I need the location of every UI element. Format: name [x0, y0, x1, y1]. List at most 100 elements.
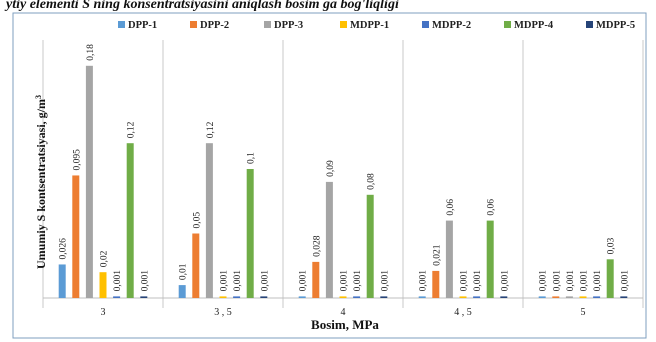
data-label: 0,001 — [299, 270, 309, 292]
bar — [473, 296, 481, 298]
x-tick-label: 3 , 5 — [214, 307, 232, 318]
bar — [500, 296, 508, 298]
legend-label: DPP-1 — [128, 20, 157, 31]
legend-swatch — [190, 21, 197, 28]
legend-label: MDPP-5 — [596, 20, 635, 31]
data-label: 0,001 — [340, 270, 350, 292]
bar — [565, 296, 573, 298]
bar — [113, 296, 121, 298]
bar — [325, 181, 333, 298]
bar — [339, 296, 347, 298]
data-label: 0,001 — [566, 270, 576, 292]
data-label: 0,001 — [353, 270, 363, 292]
legend-swatch — [586, 21, 593, 28]
data-label: 0,001 — [140, 270, 150, 292]
bar — [298, 296, 306, 298]
data-label: 0,001 — [260, 270, 270, 292]
bar — [192, 233, 200, 298]
x-axis-title: Bosim, MPa — [311, 317, 379, 332]
bar — [366, 194, 374, 298]
bar — [126, 143, 134, 298]
data-label: 0,028 — [312, 235, 322, 257]
data-label: 0,001 — [580, 270, 590, 292]
legend-label: MDPP-2 — [432, 20, 471, 31]
bar — [58, 264, 66, 298]
data-label: 0,001 — [473, 270, 483, 292]
bar — [380, 296, 388, 298]
data-label: 0,001 — [460, 270, 470, 292]
legend-swatch — [422, 21, 429, 28]
bar — [99, 272, 107, 298]
bar — [219, 296, 227, 298]
data-label: 0,021 — [432, 244, 442, 266]
data-label: 0,001 — [620, 270, 630, 292]
data-label: 0,05 — [192, 212, 202, 229]
data-label: 0,12 — [127, 121, 137, 138]
bar — [552, 296, 560, 298]
data-label: 0,001 — [500, 270, 510, 292]
bar — [246, 169, 254, 298]
bar — [140, 296, 148, 298]
data-label: 0,001 — [419, 270, 429, 292]
data-label: 0,12 — [206, 121, 216, 138]
data-label: 0,01 — [179, 263, 189, 280]
x-tick-label: 4 , 5 — [454, 307, 472, 318]
data-label: 0,001 — [113, 270, 123, 292]
x-tick-label: 3 — [101, 307, 106, 318]
bar — [579, 296, 587, 298]
data-label: 0,03 — [607, 237, 617, 254]
legend: DPP-1 DPP-2 DPP-3 MDPP-1 MDPP-2 MDPP-4 MDPP-5 — [118, 20, 635, 31]
y-axis-title: Umumiy S kontsentratsiyasi, g/m3 — [34, 95, 48, 269]
page-title-fragment: ytiy elementi S ning konsentratsiyasini … — [4, 0, 399, 12]
bar — [445, 220, 453, 298]
data-label: 0,001 — [380, 270, 390, 292]
x-tick-label: 5 — [581, 307, 586, 318]
data-label: 0,001 — [233, 270, 243, 292]
bar — [432, 270, 440, 298]
legend-swatch — [340, 21, 347, 28]
legend-label: DPP-2 — [200, 20, 229, 31]
data-label: 0,001 — [539, 270, 549, 292]
y-axis-title-superscript: 3 — [34, 95, 43, 99]
bar — [459, 296, 467, 298]
data-label: 0,06 — [446, 199, 456, 216]
bar — [72, 175, 80, 298]
bar — [233, 296, 241, 298]
bar — [85, 65, 93, 298]
data-label: 0,18 — [86, 44, 96, 61]
data-label: 0,06 — [487, 199, 497, 216]
bar — [312, 261, 320, 298]
chart-frame — [12, 12, 647, 339]
data-label: 0,02 — [100, 250, 110, 267]
data-label: 0,1 — [247, 152, 257, 164]
data-label: 0,09 — [326, 160, 336, 177]
bar — [205, 143, 213, 298]
bar — [178, 285, 186, 298]
data-label: 0,026 — [59, 238, 69, 260]
data-label: 0,08 — [367, 173, 377, 190]
bar — [538, 296, 546, 298]
bar — [593, 296, 601, 298]
legend-swatch — [264, 21, 271, 28]
x-tick-label: 4 — [341, 307, 346, 318]
bar — [486, 220, 494, 298]
page-title-text: ytiy elementi S ning konsentratsiyasini … — [4, 0, 399, 12]
legend-label: MDPP-4 — [514, 20, 554, 31]
data-label: 0,001 — [220, 270, 230, 292]
legend-label: MDPP-1 — [350, 20, 389, 31]
data-label: 0,001 — [593, 270, 603, 292]
bar — [620, 296, 628, 298]
bar — [418, 296, 426, 298]
data-label: 0,095 — [72, 149, 82, 171]
data-label: 0,001 — [552, 270, 562, 292]
bar — [606, 259, 614, 298]
legend-swatch — [118, 21, 125, 28]
y-axis-title-text: Umumiy S kontsentratsiyasi, g/m — [34, 99, 48, 269]
bar — [353, 296, 361, 298]
legend-label: DPP-3 — [274, 20, 303, 31]
bar — [260, 296, 268, 298]
legend-swatch — [504, 21, 511, 28]
